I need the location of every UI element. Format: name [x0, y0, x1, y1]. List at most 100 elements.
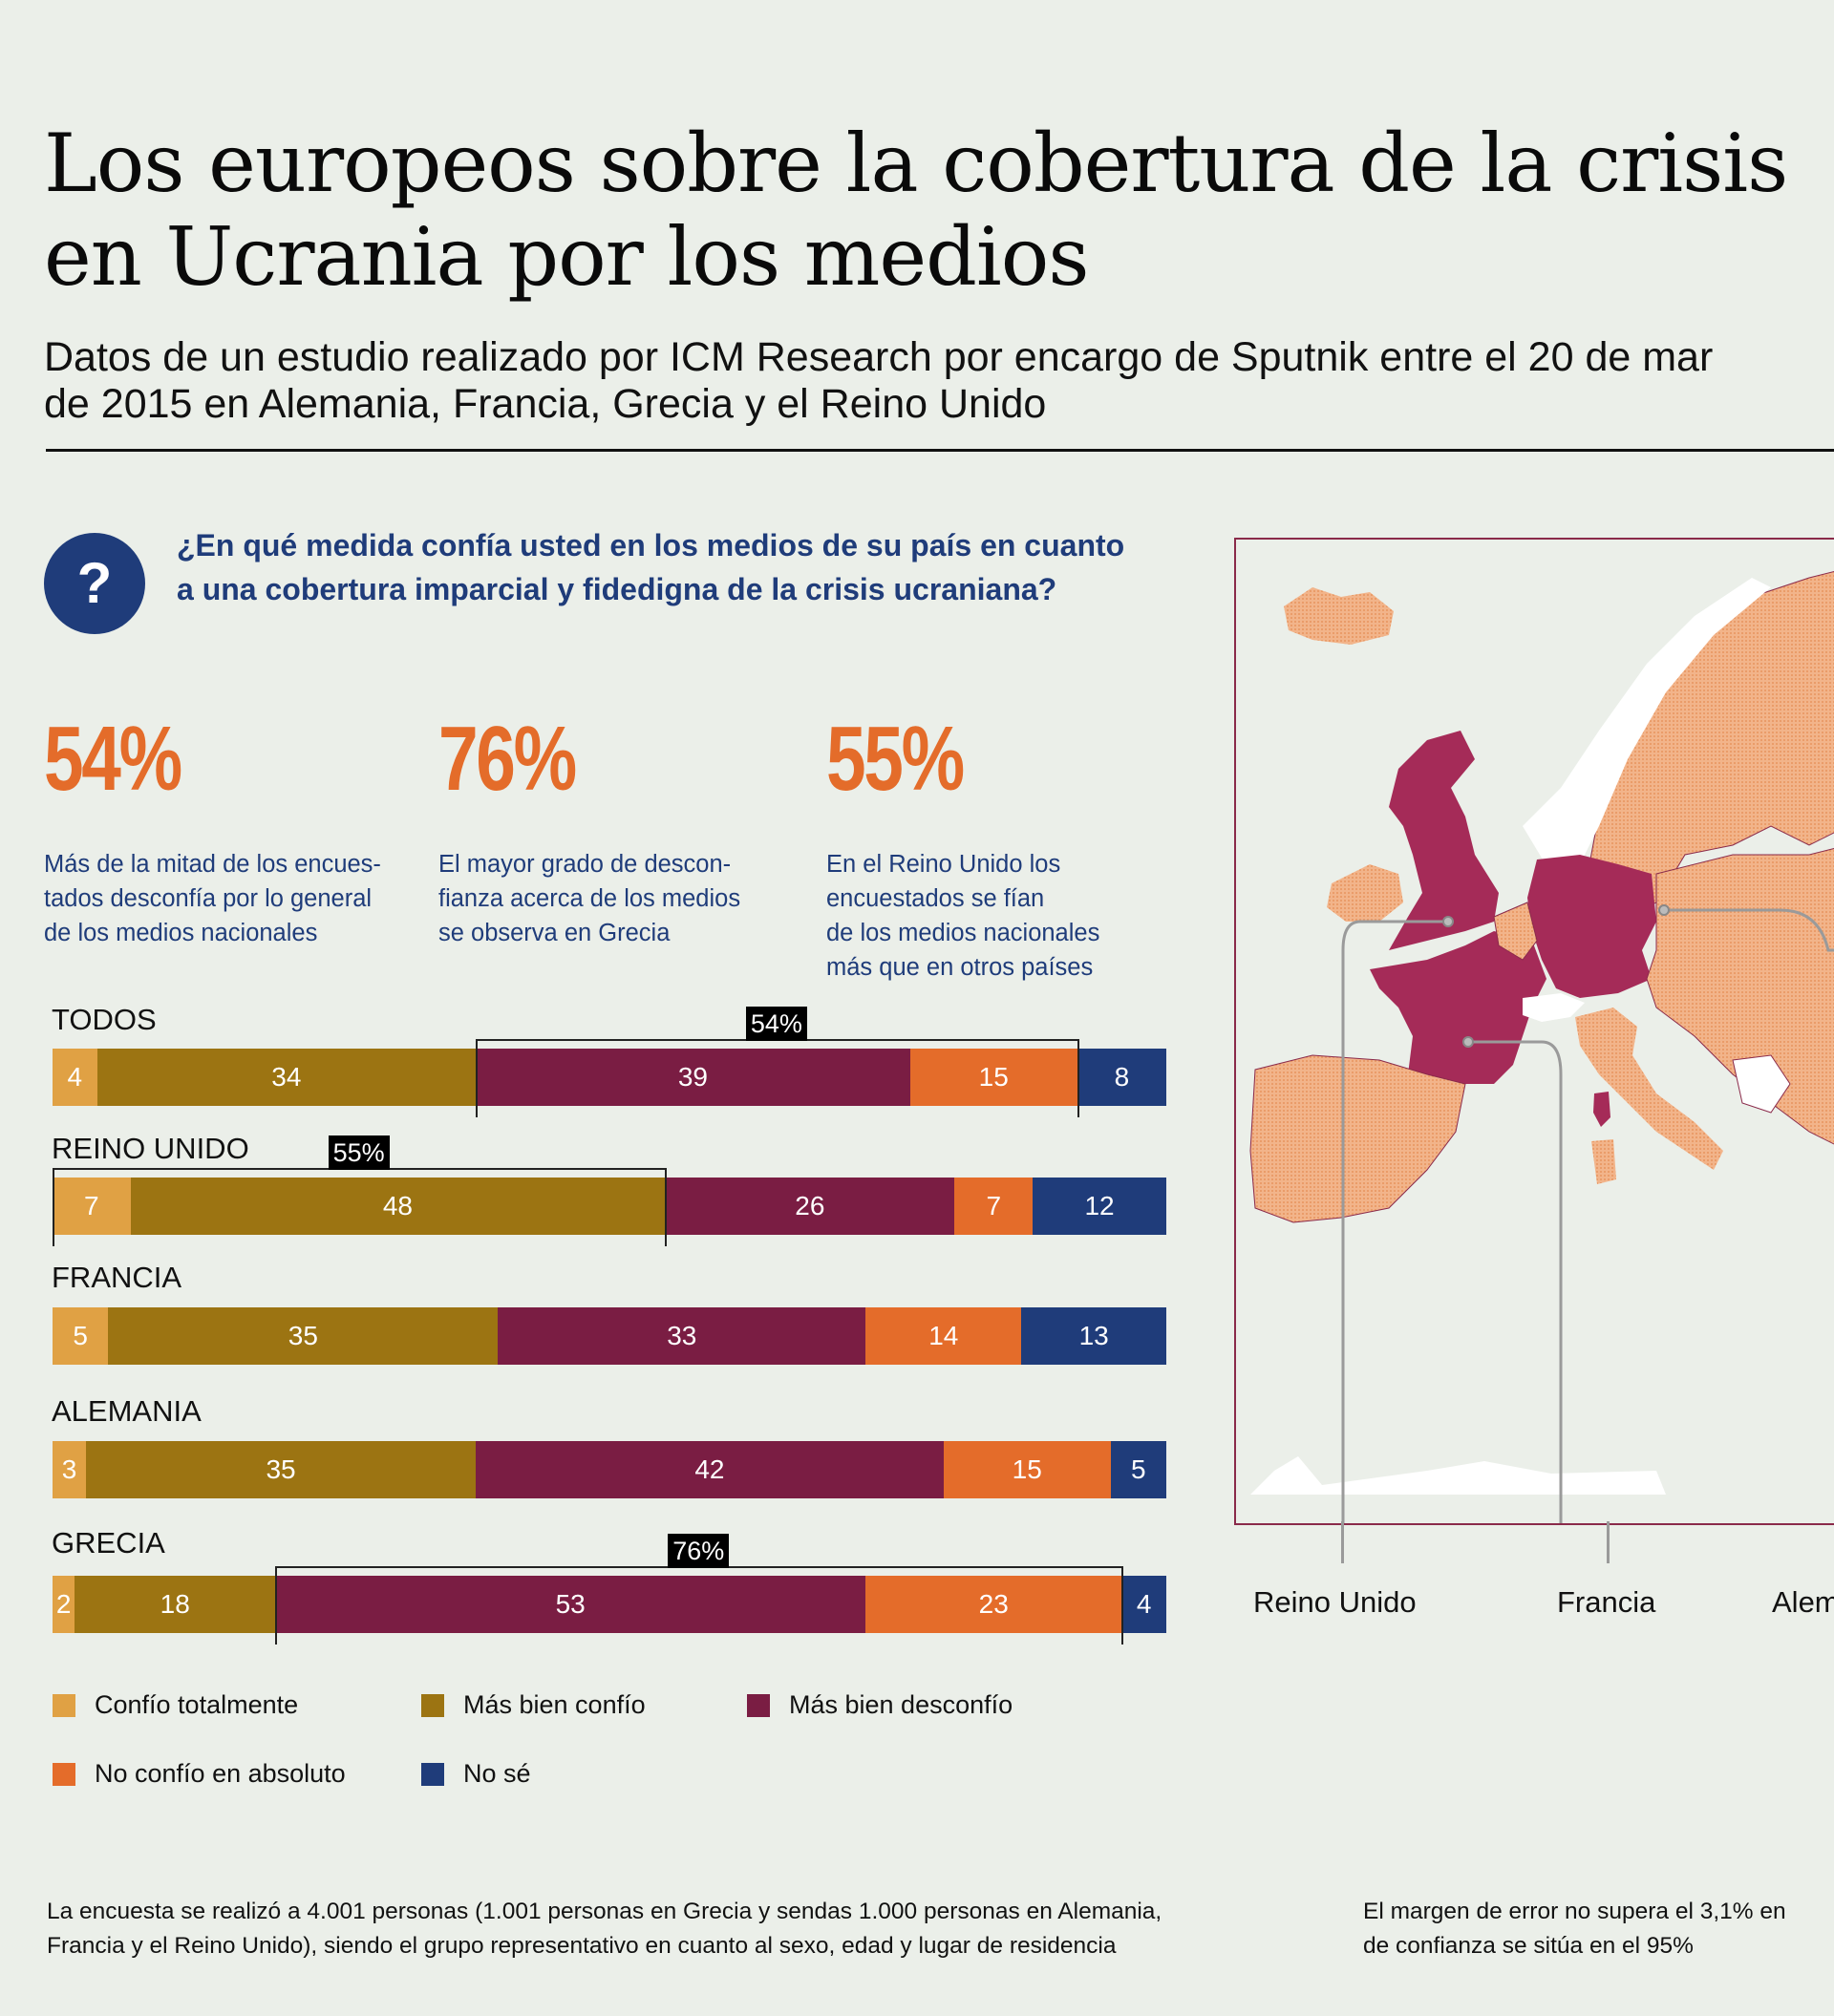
- bar-segment: 53: [275, 1576, 866, 1633]
- stat-description: En el Reino Unido los encuestados se fía…: [826, 851, 1100, 981]
- subtitle-line-1: Datos de un estudio realizado por ICM Re…: [44, 334, 1714, 380]
- map-italy: [1575, 1008, 1723, 1170]
- callout-line-united-kingdom: [1341, 920, 1446, 1523]
- legend-label: No sé: [463, 1759, 531, 1788]
- callout-dot-france: [1462, 1036, 1474, 1048]
- bar-segment: 35: [85, 1441, 477, 1498]
- legend-swatch: [53, 1693, 75, 1717]
- bar-segment: 5: [1110, 1441, 1166, 1498]
- stat-value: 76%: [438, 708, 577, 810]
- bar-segment: 18: [75, 1576, 276, 1633]
- callout-dot-united-kingdom: [1442, 916, 1454, 927]
- map-bosnia: [1732, 1054, 1791, 1114]
- legend-label: Más bien desconfío: [789, 1690, 1013, 1719]
- row-label: GRECIA: [52, 1526, 165, 1560]
- legend-item: Confío totalmente: [53, 1690, 298, 1720]
- annotation-label: 76%: [668, 1534, 730, 1568]
- legend-label: No confío en absoluto: [95, 1759, 346, 1788]
- map-north-africa: [1250, 1456, 1666, 1495]
- bar-segment: 33: [498, 1307, 866, 1365]
- europe-map: [1234, 538, 1834, 1525]
- bar-segment: 4: [53, 1049, 97, 1106]
- map-corsica: [1593, 1092, 1610, 1127]
- map-switzerland: [1523, 993, 1585, 1022]
- callout-line-germany: [1664, 908, 1834, 952]
- callout-line-france: [1468, 1040, 1563, 1523]
- map-label-united-kingdom: Reino Unido: [1253, 1585, 1417, 1619]
- annotation-label: 54%: [745, 1007, 807, 1041]
- bar-segment: 7: [53, 1178, 131, 1235]
- bar-segment: 48: [130, 1178, 666, 1235]
- map-sardinia: [1591, 1139, 1616, 1184]
- bar-segment: 23: [865, 1576, 1122, 1633]
- map-germany: [1527, 855, 1656, 998]
- bar-segment: 13: [1021, 1307, 1166, 1365]
- bar-segment: 7: [954, 1178, 1034, 1235]
- annotation-bracket: [476, 1039, 1079, 1117]
- callout-dot-germany: [1658, 904, 1670, 916]
- bar-segment: 34: [96, 1049, 477, 1106]
- legend-item: No confío en absoluto: [53, 1759, 346, 1789]
- bar-segment: 12: [1033, 1178, 1166, 1235]
- map-iberia: [1249, 1054, 1466, 1223]
- map-benelux: [1493, 902, 1538, 961]
- bar-segment: 2: [53, 1576, 75, 1633]
- row-label: ALEMANIA: [52, 1394, 202, 1428]
- bar-segment: 3: [53, 1441, 86, 1498]
- legend-swatch: [747, 1693, 770, 1717]
- bar-segment: 14: [865, 1307, 1022, 1365]
- stat-value: 55%: [826, 708, 965, 810]
- stat-block: 76% El mayor grado de descon- fianza ace…: [438, 711, 740, 950]
- bar-segment: 42: [476, 1441, 944, 1498]
- stat-description: Más de la mitad de los encues- tados des…: [44, 851, 381, 946]
- legend-swatch: [421, 1693, 444, 1717]
- map-norway-coast: [1523, 578, 1771, 874]
- bar-segment: 39: [476, 1049, 910, 1106]
- map-central-europe: [1646, 847, 1834, 1145]
- annotation-bracket: [275, 1566, 1124, 1645]
- annotation-bracket: [53, 1168, 668, 1246]
- stat-description: El mayor grado de descon- fianza acerca …: [438, 851, 741, 946]
- subtitle: Datos de un estudio realizado por ICM Re…: [44, 334, 1713, 428]
- bar-segment: 15: [943, 1441, 1111, 1498]
- annotation-label: 55%: [328, 1135, 390, 1170]
- callout-stem-united-kingdom: [1341, 1521, 1344, 1563]
- stat-block: 55% En el Reino Unido los encuestados se…: [826, 711, 1099, 985]
- europe-map-svg: [1249, 570, 1834, 1523]
- map-label-germany: Alem: [1772, 1585, 1834, 1619]
- map-france: [1370, 931, 1546, 1084]
- stat-block: 54% Más de la mitad de los encues- tados…: [44, 711, 381, 950]
- map-ireland: [1327, 864, 1403, 922]
- stacked-bar: 7 48 26 7 12: [53, 1178, 1166, 1235]
- header-divider: [46, 449, 1834, 452]
- footer-margin-of-error: El margen de error no supera el 3,1% en …: [1363, 1899, 1786, 1959]
- title-line-1: Los europeos sobre la cobertura de la cr…: [44, 117, 1788, 210]
- title-line-2: en Ucrania por los medios: [44, 210, 1089, 304]
- survey-question: ¿En qué medida confía usted en los medio…: [177, 528, 1125, 606]
- callout-stem-france: [1607, 1521, 1610, 1563]
- bar-segment: 35: [108, 1307, 499, 1365]
- bar-segment: 8: [1077, 1049, 1166, 1106]
- subtitle-line-2: de 2015 en Alemania, Francia, Grecia y e…: [44, 381, 1047, 427]
- map-iceland: [1284, 587, 1394, 645]
- stacked-bar: 2 18 53 23 4: [53, 1576, 1166, 1633]
- legend-item: Más bien desconfío: [747, 1690, 1013, 1720]
- bar-segment: 4: [1121, 1576, 1166, 1633]
- legend-swatch: [53, 1762, 75, 1786]
- footer-methodology: La encuesta se realizó a 4.001 personas …: [47, 1899, 1162, 1959]
- row-label: TODOS: [52, 1003, 157, 1036]
- legend-item: No sé: [421, 1759, 531, 1789]
- legend-swatch: [421, 1762, 444, 1786]
- map-united-kingdom: [1389, 731, 1499, 950]
- map-label-france: Francia: [1557, 1585, 1656, 1619]
- legend-item: Más bien confío: [421, 1690, 646, 1720]
- bar-segment: 5: [53, 1307, 109, 1365]
- row-label: REINO UNIDO: [52, 1132, 249, 1165]
- question-mark-icon: ?: [44, 533, 145, 634]
- stat-value: 54%: [44, 708, 182, 810]
- bar-segment: 15: [909, 1049, 1077, 1106]
- stacked-bar: 3 35 42 15 5: [53, 1441, 1166, 1498]
- legend-label: Más bien confío: [463, 1690, 646, 1719]
- legend-label: Confío totalmente: [95, 1690, 299, 1719]
- bar-segment: 26: [665, 1178, 955, 1235]
